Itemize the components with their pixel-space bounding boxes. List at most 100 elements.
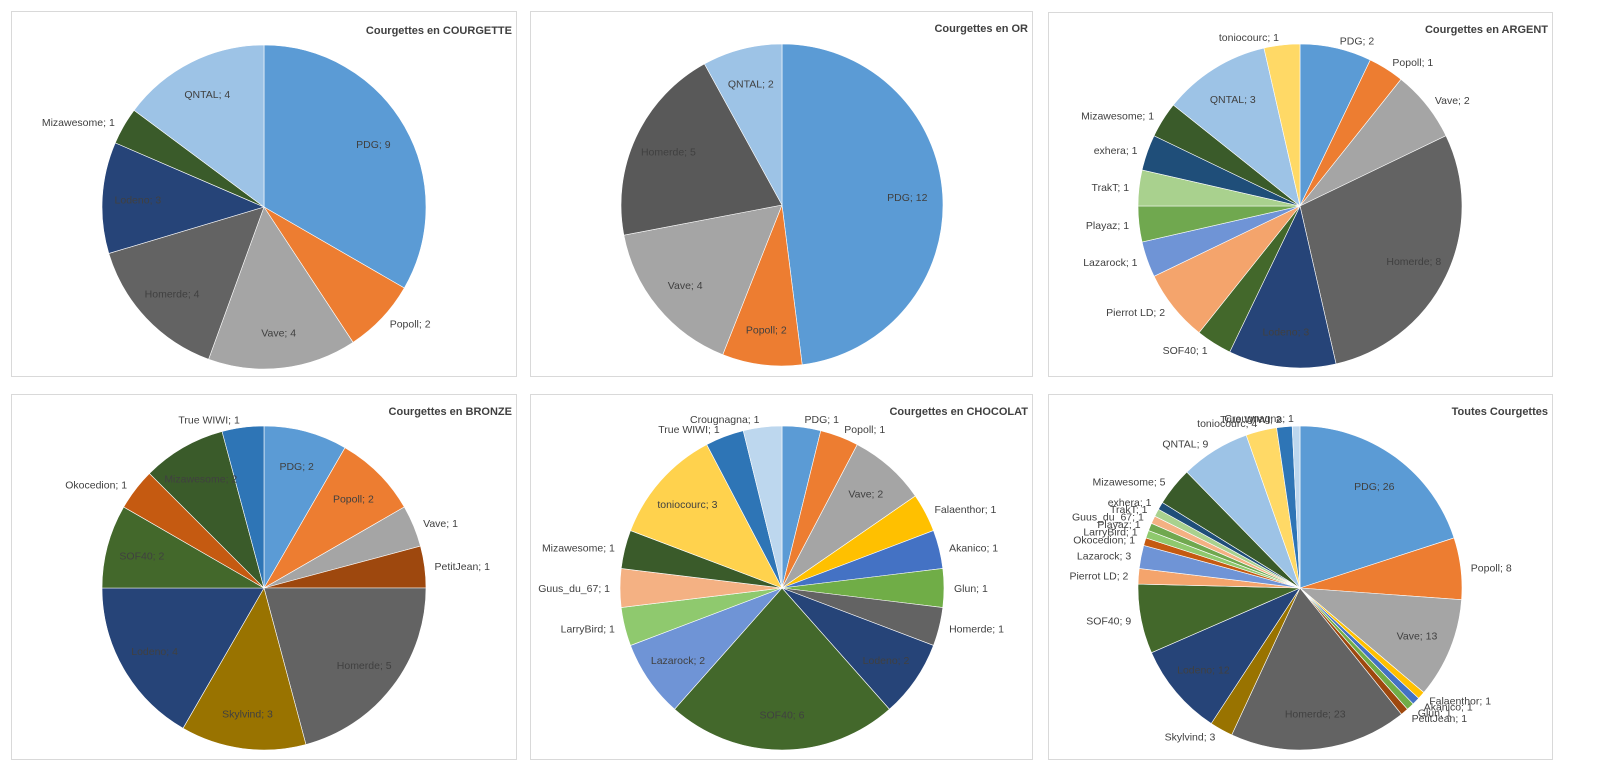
data-label: True WIWI; 1 xyxy=(658,424,720,436)
data-label: Popoll; 8 xyxy=(1471,563,1512,575)
data-label: True WIWI; 2 xyxy=(1220,414,1282,426)
data-label: Lodeno; 3 xyxy=(1263,327,1310,339)
data-label: Vave; 4 xyxy=(261,328,296,340)
chart-or: PDG; 12 Popoll; 2 Vave; 4 Homerde; 5 QNTAL; … xyxy=(530,11,1033,377)
pie-slice xyxy=(781,43,944,366)
data-label: Pierrot LD; 2 xyxy=(1069,571,1128,583)
data-label: Akanico; 1 xyxy=(1424,702,1473,714)
data-label: PDG; 2 xyxy=(279,461,314,473)
pie-slice xyxy=(742,425,783,589)
data-label: Guus_du_67; 1 xyxy=(1072,511,1144,523)
chart-title: Courgettes en COURGETTE xyxy=(365,25,512,37)
chart-title: Courgettes en ARGENT xyxy=(1424,24,1548,36)
pie-slice xyxy=(101,142,265,254)
pie-slice xyxy=(133,44,265,208)
data-label: Mizawesome; 5 xyxy=(1093,477,1166,489)
pie-slice xyxy=(263,587,427,745)
pie-svg: PDG; 2 Popoll; 1 Vave; 2 Homerde; 8 Lodeno; … xyxy=(1081,32,1470,369)
pie-slice xyxy=(620,63,783,236)
pie-slice xyxy=(263,44,427,289)
data-label: Skylvind; 3 xyxy=(222,708,273,720)
data-label: True WIWI; 1 xyxy=(178,415,240,427)
data-label: QNTAL; 2 xyxy=(728,78,774,90)
data-label: Lodeno; 4 xyxy=(131,646,178,658)
pie-slice xyxy=(1291,425,1301,589)
data-label: Popoll; 2 xyxy=(746,325,787,337)
pie-slice xyxy=(630,444,783,589)
data-label: SOF40; 2 xyxy=(119,550,164,562)
data-label: QNTAL; 3 xyxy=(1210,94,1256,106)
pie-slice xyxy=(108,206,265,360)
data-label: Lazarock; 3 xyxy=(1077,550,1131,562)
data-label: PDG; 9 xyxy=(356,139,391,151)
pie-svg: PDG; 2 Popoll; 2 Vave; 1 PetitJean; 1 Homerd… xyxy=(65,415,490,751)
chart-title: Toutes Courgettes xyxy=(1451,406,1548,418)
data-label: TrakT; 1 xyxy=(1110,504,1148,516)
data-label: toniocourc; 3 xyxy=(657,499,717,511)
data-label: Homerde; 4 xyxy=(145,289,200,301)
data-label: Homerde; 8 xyxy=(1386,256,1441,268)
data-label: LarryBird; 1 xyxy=(561,624,615,636)
pie-slice xyxy=(1151,587,1301,724)
data-label: exhera; 1 xyxy=(1094,145,1138,157)
chart-courgette: PDG; 9 Popoll; 2 Vave; 4 Homerde; 4 Lodeno; … xyxy=(11,11,517,377)
data-label: PDG; 1 xyxy=(805,414,840,426)
data-label: Vave; 4 xyxy=(668,280,703,292)
data-label: Playaz; 1 xyxy=(1086,220,1129,232)
chart-toutes: PDG; 26 Popoll; 8 Vave; 13 Falaenthor; 1 Aka… xyxy=(1048,394,1553,760)
data-label: Playaz; 1 xyxy=(1097,519,1140,531)
data-label: SOF40; 9 xyxy=(1086,616,1131,628)
data-label: PDG; 2 xyxy=(1340,35,1375,47)
data-label: Homerde; 5 xyxy=(337,660,392,672)
data-label: Crougnagna; 1 xyxy=(690,414,760,426)
pie-slice xyxy=(1299,135,1463,365)
data-label: Mizawesome; 1 xyxy=(1081,111,1154,123)
pie-slice xyxy=(704,43,783,206)
data-label: PetitJean; 1 xyxy=(1412,713,1468,725)
chart-argent: PDG; 2 Popoll; 1 Vave; 2 Homerde; 8 Lodeno; … xyxy=(1048,12,1553,377)
pie-slice xyxy=(1229,205,1337,369)
data-label: Lodeno; 12 xyxy=(1177,665,1230,677)
data-label: Lazarock; 2 xyxy=(651,655,705,667)
data-label: Popoll; 2 xyxy=(333,494,374,506)
data-label: Popoll; 1 xyxy=(1392,57,1433,69)
data-label: Okocedion; 1 xyxy=(1073,534,1135,546)
data-label: SOF40; 6 xyxy=(760,709,805,721)
data-label: Falaenthor; 1 xyxy=(1429,696,1491,708)
data-label: Vave; 2 xyxy=(1435,95,1470,107)
data-label: TrakT; 1 xyxy=(1092,182,1130,194)
data-label: Vave; 2 xyxy=(848,488,883,500)
pie-slice xyxy=(1231,587,1402,751)
data-label: Homerde; 23 xyxy=(1285,708,1346,720)
data-label: Glun; 1 xyxy=(1418,708,1452,720)
pie-slice xyxy=(674,587,890,751)
data-label: PDG; 26 xyxy=(1354,481,1394,493)
data-label: Glun; 1 xyxy=(954,583,988,595)
data-label: QNTAL; 9 xyxy=(1162,439,1208,451)
data-label: exhera; 1 xyxy=(1108,497,1152,509)
data-label: QNTAL; 4 xyxy=(184,89,230,101)
pie-svg: PDG; 12 Popoll; 2 Vave; 4 Homerde; 5 QNTAL; … xyxy=(620,43,944,367)
data-label: Lazarock; 1 xyxy=(1083,257,1137,269)
data-label: Falaenthor; 1 xyxy=(935,504,997,516)
data-label: Crougnagna; 1 xyxy=(1224,413,1294,425)
chart-chocolat: PDG; 1 Popoll; 1 Vave; 2 Falaenthor; 1 Akani… xyxy=(530,394,1033,760)
data-label: Mizawesome; 2 xyxy=(164,474,237,486)
pie-slice xyxy=(1172,47,1301,207)
data-label: Pierrot LD; 2 xyxy=(1106,307,1165,319)
data-label: Mizawesome; 1 xyxy=(42,117,115,129)
data-label: SOF40; 1 xyxy=(1163,345,1208,357)
data-label: Popoll; 1 xyxy=(844,424,885,436)
chart-title: Courgettes en OR xyxy=(934,23,1028,35)
data-label: Homerde; 1 xyxy=(949,624,1004,636)
pie-slice xyxy=(182,587,307,751)
pie-slice xyxy=(1299,425,1455,589)
data-label: LarryBird; 1 xyxy=(1083,527,1137,539)
data-label: Akanico; 1 xyxy=(949,542,998,554)
data-label: Skylvind; 3 xyxy=(1165,732,1216,744)
data-label: Homerde; 5 xyxy=(641,147,696,159)
data-label: PDG; 12 xyxy=(887,192,927,204)
data-label: Lodeno; 2 xyxy=(863,655,910,667)
pie-slice xyxy=(1299,587,1462,693)
pie-slice xyxy=(101,587,265,729)
